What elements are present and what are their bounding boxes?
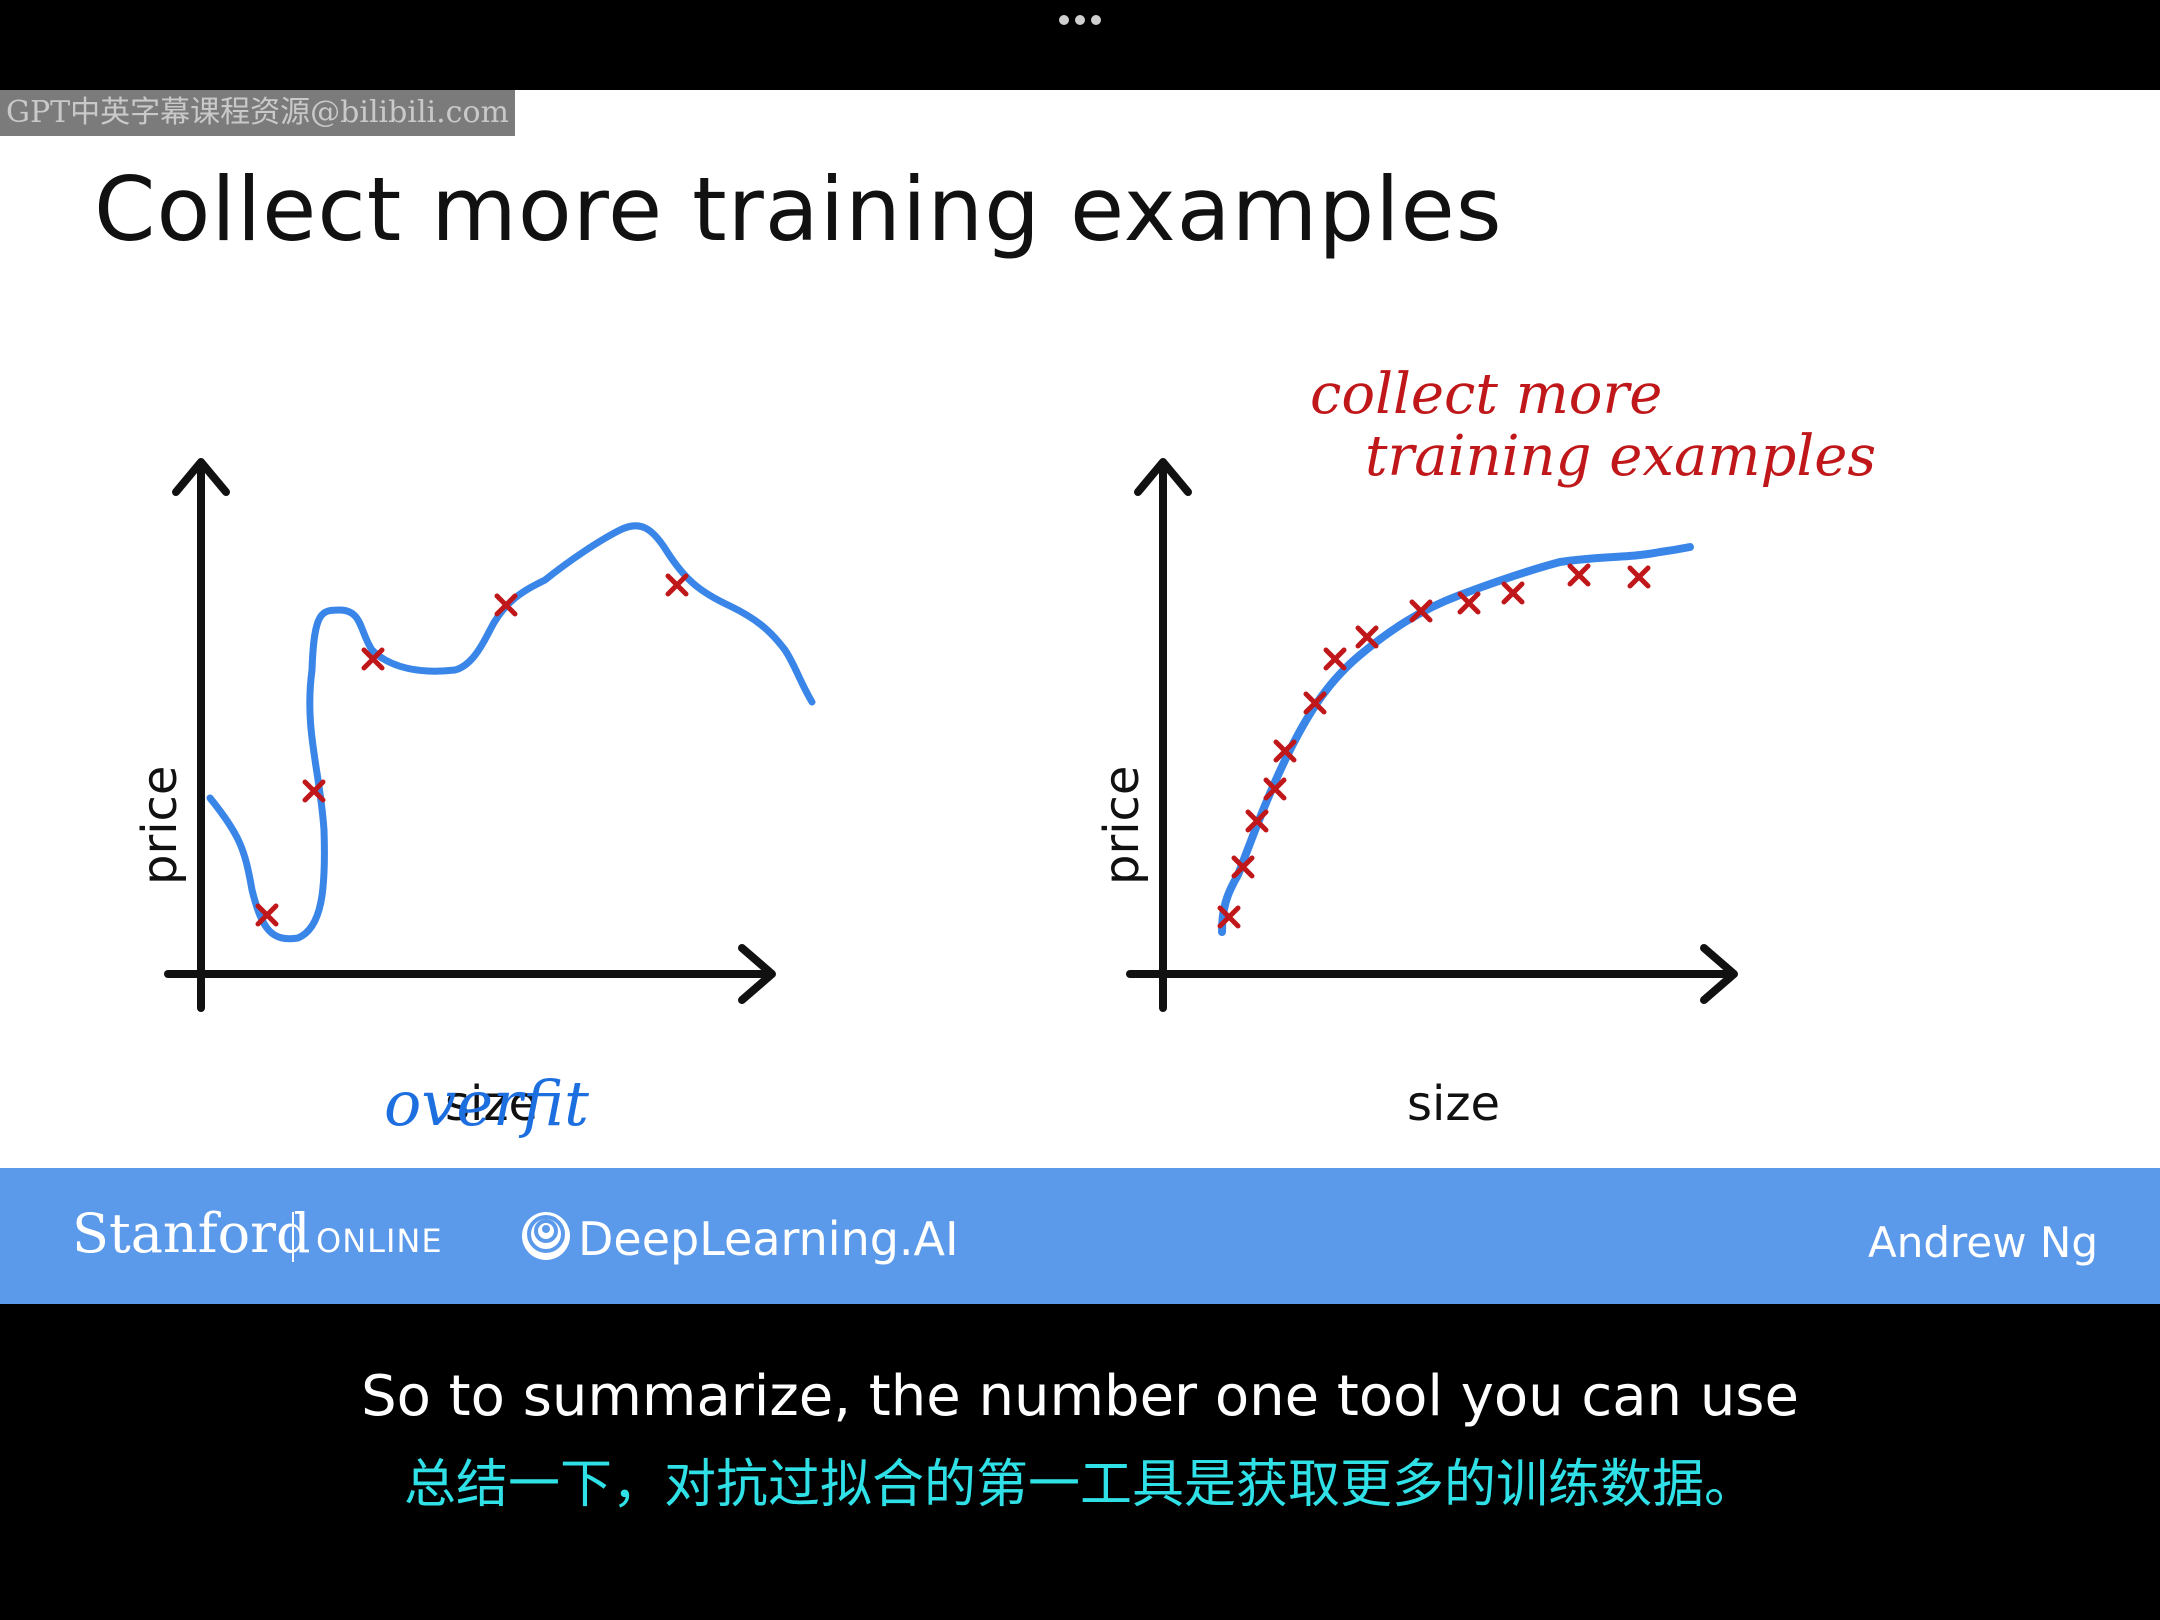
data-point [302,779,326,803]
logo-divider [292,1212,294,1262]
data-point [665,573,689,597]
collect-more-annotation-line1: collect more [1310,362,1662,427]
right-y-label: price [1094,766,1150,885]
data-point [1567,563,1591,587]
stanford-logo-text: Stanford [72,1202,311,1265]
data-point [1457,591,1481,615]
data-point [255,903,279,927]
right-plot: size price collect more training example… [1094,362,1876,1132]
stanford-online-text: ONLINE [316,1222,443,1260]
data-point [494,593,518,617]
slide-title: Collect more training examples [94,158,1503,261]
window-top-bar [0,0,2160,90]
data-point [1273,739,1297,763]
right-x-label: size [1407,1076,1500,1132]
data-point [361,647,385,671]
data-point [1217,905,1241,929]
left-overfit-curve [206,522,816,943]
data-point [1303,691,1327,715]
left-plot: size price overfit [132,458,816,1140]
data-point [1263,777,1287,801]
data-point [1245,809,1269,833]
deeplearning-logo-icon [522,1212,570,1260]
subtitle-area: So to summarize, the number one tool you… [0,1304,2160,1620]
plots-canvas: size price overfit [132,362,1876,1140]
data-point [1355,625,1379,649]
deeplearning-logo-text: DeepLearning.AI [578,1212,959,1266]
english-subtitle: So to summarize, the number one tool you… [361,1364,1799,1429]
left-x-arrowhead [738,944,776,1004]
overfit-annotation: overfit [384,1067,589,1140]
lecture-slide: GPT中英字幕课程资源@bilibili.com Collect more tr… [0,90,2160,1168]
author-name: Andrew Ng [1868,1218,2098,1267]
collect-more-annotation-line2: training examples [1365,424,1876,489]
right-x-arrowhead [1700,944,1738,1004]
more-horizontal-icon[interactable] [1056,12,1104,28]
data-point [1231,855,1255,879]
left-y-label: price [132,766,188,885]
watermark: GPT中英字幕课程资源@bilibili.com [0,90,515,136]
left-x-label: size [445,1076,538,1132]
left-y-arrowhead [172,458,230,496]
data-point [1501,581,1525,605]
data-point [1409,599,1433,623]
chinese-subtitle: 总结一下，对抗过拟合的第一工具是获取更多的训练数据。 [403,1455,1756,1515]
right-y-arrowhead [1134,458,1192,496]
right-data-points [1217,563,1651,929]
course-footer-banner: Stanford ONLINE DeepLearning.AI Andrew N… [0,1168,2160,1304]
left-data-points [255,573,689,927]
data-point [1627,565,1651,589]
right-fit-curve [1218,543,1694,936]
data-point [1323,647,1347,671]
